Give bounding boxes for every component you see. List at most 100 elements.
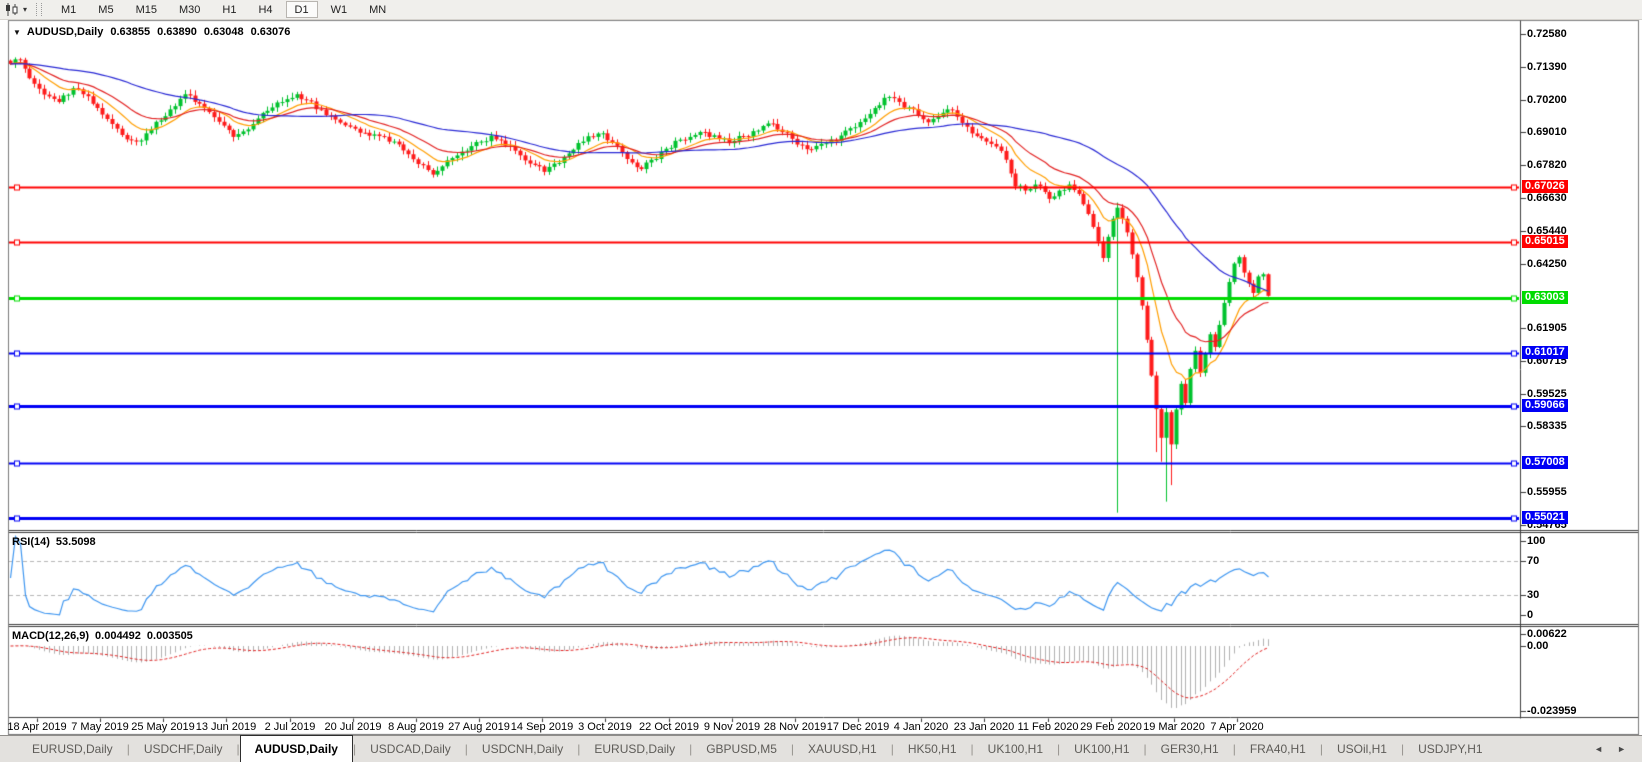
price-axis-tick: 0.69010 [1527, 126, 1567, 138]
date-axis-label: 19 Mar 2020 [1143, 721, 1205, 733]
date-axis-label: 27 Aug 2019 [448, 721, 510, 733]
ohlc-low: 0.63048 [203, 26, 244, 38]
date-axis-label: 22 Oct 2019 [639, 721, 699, 733]
price-axis-tick: 0.67820 [1527, 159, 1567, 171]
chart-tab-uk100-h1[interactable]: UK100,H1 [1074, 742, 1130, 756]
price-level-tag[interactable]: 0.55021 [1522, 511, 1568, 524]
chart-tab-usdjpy-h1[interactable]: USDJPY,H1 [1418, 742, 1483, 756]
rsi-axis-tick: 30 [1527, 589, 1540, 601]
price-level-tag[interactable]: 0.61017 [1522, 346, 1568, 359]
tab-divider: | [1057, 742, 1061, 756]
chart-tab-eurusd-daily[interactable]: EURUSD,Daily [32, 742, 113, 756]
date-axis-label: 3 Oct 2019 [578, 721, 632, 733]
toolbar-grip [36, 3, 43, 16]
timeframe-button-m30[interactable]: M30 [178, 3, 201, 16]
tab-scroll-controls: ◄ ► [1594, 736, 1642, 762]
tab-divider: | [1232, 742, 1236, 756]
date-axis-label: 28 Nov 2019 [763, 721, 827, 733]
price-axis-tick: 0.59525 [1527, 388, 1567, 400]
date-axis-label: 8 Aug 2019 [388, 721, 444, 733]
price-axis-tick: 0.61905 [1527, 322, 1567, 334]
chart-tab-usdcnh-daily[interactable]: USDCNH,Daily [481, 742, 564, 756]
tab-divider: | [464, 742, 468, 756]
timeframe-toolbar: M1 M5 M15 M30 H1 H4 D1 W1 MN [50, 0, 397, 19]
macd-label: MACD(12,26,9) 0.004492 0.003505 [12, 630, 193, 642]
ohlc-open: 0.63855 [110, 26, 151, 38]
price-axis-tick: 0.55955 [1527, 486, 1567, 498]
tab-divider: | [126, 742, 130, 756]
chart-title: ▼ AUDUSD,Daily 0.63855 0.63890 0.63048 0.6307… [13, 26, 290, 38]
date-axis-label: 9 Nov 2019 [703, 721, 761, 733]
price-axis-tick: 0.64250 [1527, 258, 1567, 270]
chart-tab-gbpusd-m5[interactable]: GBPUSD,M5 [706, 742, 777, 756]
chart-tab-fra40-h1[interactable]: FRA40,H1 [1249, 742, 1306, 756]
chart-tab-uk100-h1[interactable]: UK100,H1 [987, 742, 1044, 756]
price-axis-tick: 0.72580 [1527, 28, 1567, 40]
chart-tab-usdcad-daily[interactable]: USDCAD,Daily [370, 742, 451, 756]
tab-divider: | [890, 742, 894, 756]
chart-tab-audusd-daily[interactable]: AUDUSD,Daily [239, 735, 353, 762]
macd-name: MACD(12,26,9) [12, 630, 90, 642]
macd-axis-tick: 0.00622 [1527, 628, 1567, 640]
date-axis-label: 20 Jul 2019 [324, 721, 382, 733]
timeframe-button-mn[interactable]: MN [369, 3, 387, 16]
chart-tab-usdchf-daily[interactable]: USDCHF,Daily [143, 742, 223, 756]
rsi-label: RSI(14) 53.5098 [12, 536, 96, 548]
chevron-down-icon[interactable]: ▾ [23, 5, 28, 14]
ohlc-high: 0.63890 [157, 26, 197, 38]
rsi-value: 53.5098 [55, 536, 96, 548]
date-axis-label: 25 May 2019 [131, 721, 195, 733]
chart-tab-eurusd-daily[interactable]: EURUSD,Daily [594, 742, 676, 756]
tab-divider: | [790, 742, 795, 756]
price-level-tag[interactable]: 0.65015 [1522, 235, 1568, 248]
symbol-tab-bar: EURUSD,Daily | USDCHF,Daily | AUDUSD,Daily | U… [0, 735, 1642, 762]
tab-divider: | [352, 742, 357, 756]
price-axis-tick: 0.58335 [1527, 420, 1567, 432]
price-level-tag[interactable]: 0.57008 [1522, 456, 1568, 469]
macd-axis-tick: -0.023959 [1527, 705, 1577, 717]
tab-divider: | [1143, 742, 1147, 756]
ohlc-close: 0.63076 [250, 26, 291, 38]
date-axis-label: 7 Apr 2020 [1210, 721, 1264, 733]
chart-tab-ger30-h1[interactable]: GER30,H1 [1160, 742, 1219, 756]
price-level-tag[interactable]: 0.59066 [1522, 399, 1568, 412]
timeframe-button-d1[interactable]: D1 [285, 1, 318, 18]
toolbar: ▾ M1 M5 M15 M30 H1 H4 D1 W1 MN [0, 0, 1642, 20]
price-axis-tick: 0.66630 [1527, 192, 1567, 204]
date-axis-label: 14 Sep 2019 [510, 721, 574, 733]
collapse-triangle-icon[interactable]: ▼ [13, 28, 21, 37]
date-axis-label: 11 Feb 2020 [1017, 721, 1079, 733]
price-level-tag[interactable]: 0.67026 [1522, 180, 1568, 193]
date-axis-label: 7 May 2019 [71, 721, 129, 733]
chart-symbol-label: AUDUSD,Daily [26, 26, 104, 38]
date-axis-label: 13 Jun 2019 [195, 721, 257, 733]
tabs-scroll-right-icon[interactable]: ► [1617, 744, 1626, 754]
tab-divider: | [1400, 742, 1405, 756]
timeframe-button-m1[interactable]: M1 [61, 3, 77, 16]
timeframe-button-h1[interactable]: H1 [222, 3, 237, 16]
tabs-scroll-left-icon[interactable]: ◄ [1594, 744, 1604, 754]
timeframe-button-w1[interactable]: W1 [330, 3, 348, 16]
price-axis-tick: 0.70200 [1527, 94, 1567, 106]
chart-tab-xauusd-h1[interactable]: XAUUSD,H1 [808, 742, 877, 756]
tab-divider: | [577, 742, 581, 756]
tab-divider: | [970, 742, 974, 756]
price-level-tag[interactable]: 0.63003 [1522, 291, 1568, 304]
chart-icon[interactable] [3, 2, 21, 17]
macd-axis-tick: 0.00 [1527, 640, 1549, 652]
date-axis-label: 4 Jan 2020 [893, 721, 949, 733]
chart-icon-glyph [6, 3, 18, 16]
rsi-axis-tick: 0 [1527, 609, 1534, 621]
rsi-axis-tick: 100 [1527, 535, 1546, 547]
timeframe-button-h4[interactable]: H4 [258, 3, 273, 16]
timeframe-button-m15[interactable]: M15 [135, 3, 157, 16]
tab-divider: | [1319, 742, 1323, 756]
tab-divider: | [236, 742, 240, 756]
chart-tab-hk50-h1[interactable]: HK50,H1 [907, 742, 957, 756]
timeframe-button-m5[interactable]: M5 [98, 3, 114, 16]
chart-tab-usoil-h1[interactable]: USOil,H1 [1336, 742, 1387, 756]
macd-signal-value: 0.003505 [146, 630, 193, 642]
date-axis-label: 18 Apr 2019 [7, 721, 67, 733]
